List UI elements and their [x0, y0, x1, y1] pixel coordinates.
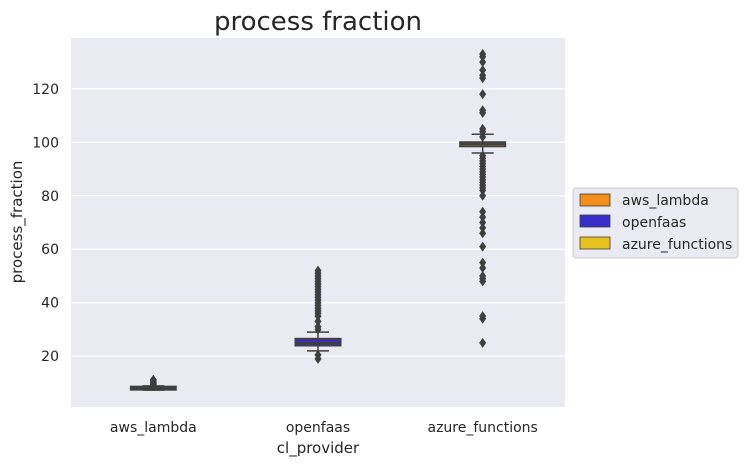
- boxes: [129, 49, 507, 391]
- chart-title: process fraction: [214, 7, 422, 37]
- outlier-point: [314, 316, 322, 327]
- x-axis-label: cl_provider: [277, 439, 360, 458]
- y-tick-label: 100: [32, 135, 59, 151]
- outlier-point: [479, 217, 487, 228]
- outlier-point: [479, 228, 487, 239]
- x-tick-label: openfaas: [286, 420, 350, 436]
- y-tick-label: 40: [41, 296, 59, 312]
- outlier-point: [479, 190, 487, 201]
- legend-swatch-aws-lambda: [579, 193, 611, 207]
- outlier-point: [479, 65, 487, 76]
- legend-label-openfaas: openfaas: [622, 215, 686, 231]
- outlier-point: [479, 131, 487, 142]
- y-tick-label: 120: [32, 82, 59, 98]
- outlier-point: [479, 241, 487, 252]
- y-tick-labels: 20 40 60 80 100 120: [32, 82, 59, 365]
- outlier-point: [479, 150, 487, 161]
- outlier-point: [479, 49, 487, 60]
- legend-swatch-azure-functions: [579, 236, 611, 250]
- outlier-point: [479, 212, 487, 223]
- y-tick-label: 20: [41, 349, 59, 365]
- y-tick-label: 60: [41, 242, 59, 258]
- outlier-point: [479, 206, 487, 217]
- outlier-point: [479, 311, 487, 322]
- y-axis-label: process_fraction: [8, 161, 27, 284]
- outlier-point: [479, 337, 487, 348]
- outlier-point: [314, 349, 322, 360]
- legend-frame: [572, 187, 739, 259]
- outlier-point: [479, 262, 487, 273]
- y-tick-label: 80: [41, 189, 59, 205]
- x-tick-label: azure_functions: [427, 420, 537, 436]
- outlier-point: [479, 105, 487, 116]
- outlier-point: [314, 321, 322, 332]
- legend-swatch-openfaas: [579, 214, 611, 228]
- outlier-point: [479, 257, 487, 268]
- x-tick-labels: aws_lambda openfaas azure_functions: [110, 420, 538, 436]
- legend: aws_lambda openfaas azure_functions: [572, 187, 739, 259]
- outlier-point: [314, 265, 322, 276]
- outlier-point: [479, 123, 487, 134]
- outlier-point: [479, 89, 487, 100]
- legend-label-aws-lambda: aws_lambda: [622, 193, 709, 209]
- outlier-point: [149, 374, 157, 385]
- outlier-point: [479, 222, 487, 233]
- outlier-point: [479, 57, 487, 68]
- outlier-point: [479, 270, 487, 281]
- outlier-point: [479, 70, 487, 81]
- legend-label-azure-functions: azure_functions: [622, 237, 732, 253]
- x-tick-label: aws_lambda: [110, 420, 197, 436]
